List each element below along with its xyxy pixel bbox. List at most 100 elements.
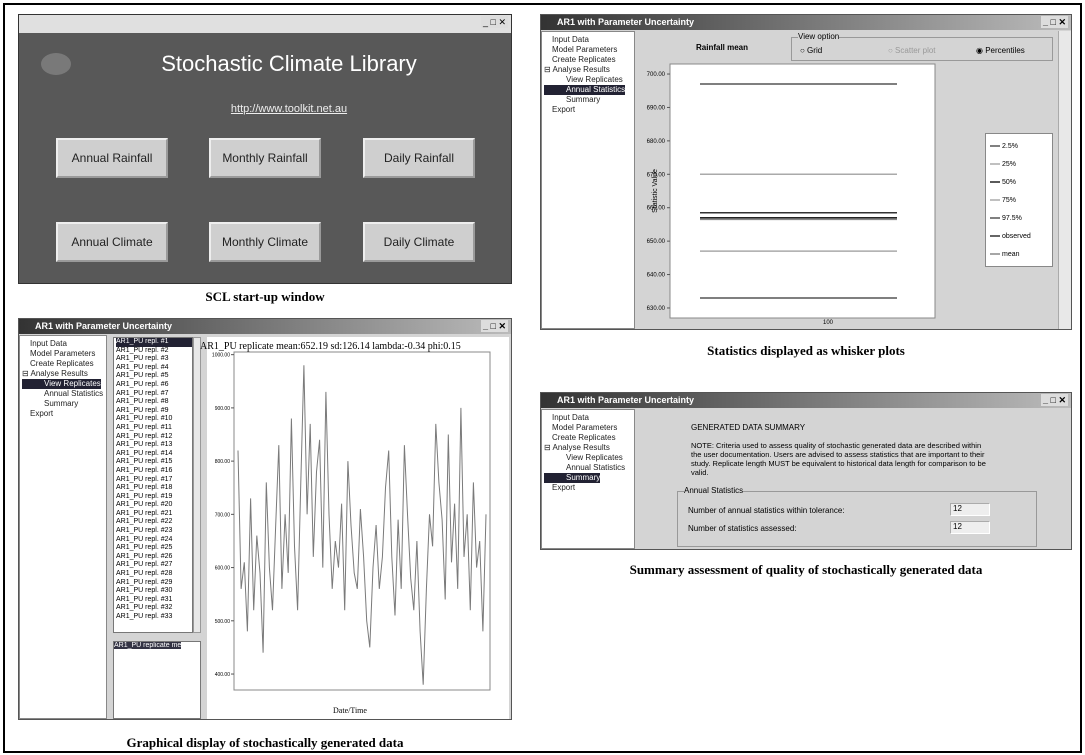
radio-option[interactable]: ○ Grid: [800, 46, 822, 55]
list-item[interactable]: AR1_PU repl. #24: [116, 536, 192, 545]
list-item[interactable]: AR1_PU repl. #33: [116, 613, 192, 622]
list-item[interactable]: AR1_PU repl. #23: [116, 527, 192, 536]
window-controls[interactable]: _ □ ✕: [1041, 16, 1068, 28]
nav-item[interactable]: Export: [22, 409, 104, 419]
nav-item[interactable]: Summary: [544, 473, 600, 483]
nav-item[interactable]: ⊟ Analyse Results: [544, 443, 632, 453]
list-item[interactable]: AR1_PU repl. #11: [116, 424, 192, 433]
list-item[interactable]: AR1_PU repl. #1: [116, 338, 192, 347]
stat-value: 12: [950, 503, 990, 516]
title-bar: AR1 with Parameter Uncertainty _ □ ✕: [541, 15, 1071, 30]
group-label: Annual Statistics: [684, 486, 743, 495]
list-item[interactable]: AR1_PU repl. #3: [116, 355, 192, 364]
list-item[interactable]: AR1_PU repl. #32: [116, 604, 192, 613]
list-item[interactable]: AR1_PU repl. #19: [116, 493, 192, 502]
nav-item[interactable]: Model Parameters: [544, 45, 632, 55]
button[interactable]: Daily Climate: [363, 222, 475, 262]
nav-item[interactable]: Create Replicates: [22, 359, 104, 369]
radio-option[interactable]: ◉ Percentiles: [976, 46, 1025, 55]
scrollbar[interactable]: [193, 337, 201, 633]
nav-item[interactable]: Create Replicates: [544, 55, 632, 65]
list-item[interactable]: AR1_PU repl. #6: [116, 381, 192, 390]
nav-item[interactable]: ⊟ Analyse Results: [22, 369, 104, 379]
nav-item[interactable]: Annual Statistics: [22, 389, 104, 399]
list-item[interactable]: AR1_PU repl. #14: [116, 450, 192, 459]
button[interactable]: Monthly Rainfall: [209, 138, 321, 178]
chart-area: [207, 337, 509, 719]
list-item[interactable]: AR1_PU repl. #13: [116, 441, 192, 450]
nav-item[interactable]: Input Data: [22, 339, 104, 349]
caption: Statistics displayed as whisker plots: [540, 343, 1072, 359]
button[interactable]: Monthly Climate: [209, 222, 321, 262]
button[interactable]: Annual Climate: [56, 222, 168, 262]
list-item[interactable]: AR1_PU repl. #28: [116, 570, 192, 579]
radio-option[interactable]: ○ Scatter plot: [888, 46, 936, 55]
list-item[interactable]: AR1_PU repl. #8: [116, 398, 192, 407]
heading: GENERATED DATA SUMMARY: [691, 423, 805, 432]
caption: Summary assessment of quality of stochas…: [540, 562, 1072, 578]
list-item[interactable]: AR1_PU repl. #22: [116, 518, 192, 527]
nav-item[interactable]: Summary: [544, 95, 632, 105]
list-item[interactable]: AR1_PU repl. #12: [116, 433, 192, 442]
nav-item[interactable]: Model Parameters: [544, 423, 632, 433]
nav-item[interactable]: View Replicates: [544, 75, 632, 85]
legend: [985, 133, 1053, 267]
list-item[interactable]: AR1_PU repl. #10: [116, 415, 192, 424]
replicates-window: AR1 with Parameter Uncertainty _ □ ✕ Inpu…: [18, 318, 512, 720]
scrollbar[interactable]: [1058, 31, 1071, 329]
title-bar: AR1 with Parameter Uncertainty _ □ ✕: [19, 319, 511, 334]
list-item[interactable]: AR1_PU repl. #30: [116, 587, 192, 596]
view-option-group: View option ○ Grid○ Scatter plot◉ Percen…: [791, 37, 1053, 61]
button[interactable]: Annual Rainfall: [56, 138, 168, 178]
nav-item[interactable]: ⊟ Analyse Results: [544, 65, 632, 75]
list-item[interactable]: AR1_PU repl. #26: [116, 553, 192, 562]
nav-item[interactable]: Input Data: [544, 35, 632, 45]
list-item[interactable]: AR1_PU repl. #15: [116, 458, 192, 467]
app-title: Stochastic Climate Library: [99, 51, 479, 77]
window-title: AR1 with Parameter Uncertainty: [557, 17, 694, 27]
list-item[interactable]: AR1_PU repl. #17: [116, 476, 192, 485]
list-item[interactable]: AR1_PU repl. #20: [116, 501, 192, 510]
startup-window: _ □ ✕ Stochastic Climate Library http://…: [18, 14, 512, 284]
window-title: AR1 with Parameter Uncertainty: [557, 395, 694, 405]
nav-item[interactable]: Input Data: [544, 413, 632, 423]
list-item[interactable]: AR1_PU repl. #25: [116, 544, 192, 553]
list-item[interactable]: AR1_PU repl. #21: [116, 510, 192, 519]
list-item[interactable]: AR1_PU repl. #16: [116, 467, 192, 476]
nav-item[interactable]: View Replicates: [22, 379, 101, 389]
link[interactable]: http://www.toolkit.net.au: [99, 103, 479, 115]
selected-replicate[interactable]: AR1_PU replicate me: [114, 642, 181, 649]
window-title: AR1 with Parameter Uncertainty: [35, 321, 172, 331]
nav-item[interactable]: Summary: [22, 399, 104, 409]
nav-item[interactable]: Annual Statistics: [544, 463, 632, 473]
nav-item[interactable]: Export: [544, 105, 632, 115]
nav-item[interactable]: Model Parameters: [22, 349, 104, 359]
window-controls[interactable]: _ □ ✕: [481, 16, 508, 28]
list-item[interactable]: AR1_PU repl. #9: [116, 407, 192, 416]
list-item[interactable]: AR1_PU repl. #18: [116, 484, 192, 493]
list-item[interactable]: AR1_PU repl. #4: [116, 364, 192, 373]
list-item[interactable]: AR1_PU repl. #7: [116, 390, 192, 399]
nav-tree: Input DataModel ParametersCreate Replica…: [19, 335, 107, 719]
window-controls[interactable]: _ □ ✕: [481, 320, 508, 332]
stat-value: 12: [950, 521, 990, 534]
stat-label: Number of annual statistics within toler…: [688, 506, 845, 515]
window-controls[interactable]: _ □ ✕: [1041, 394, 1068, 406]
nav-item[interactable]: View Replicates: [544, 453, 632, 463]
nav-item[interactable]: Export: [544, 483, 632, 493]
logo: [41, 53, 71, 75]
nav-item[interactable]: Create Replicates: [544, 433, 632, 443]
list-item[interactable]: AR1_PU repl. #27: [116, 561, 192, 570]
list-item[interactable]: AR1_PU repl. #5: [116, 372, 192, 381]
list-item[interactable]: AR1_PU repl. #29: [116, 579, 192, 588]
chart-title: Rainfall mean: [696, 43, 748, 52]
note: NOTE: Criteria used to assess quality of…: [691, 441, 991, 477]
whisker-window: AR1 with Parameter Uncertainty _ □ ✕ Inpu…: [540, 14, 1072, 330]
nav-item[interactable]: Annual Statistics: [544, 85, 625, 95]
list-item[interactable]: AR1_PU repl. #2: [116, 347, 192, 356]
button[interactable]: Daily Rainfall: [363, 138, 475, 178]
list-item[interactable]: AR1_PU repl. #31: [116, 596, 192, 605]
